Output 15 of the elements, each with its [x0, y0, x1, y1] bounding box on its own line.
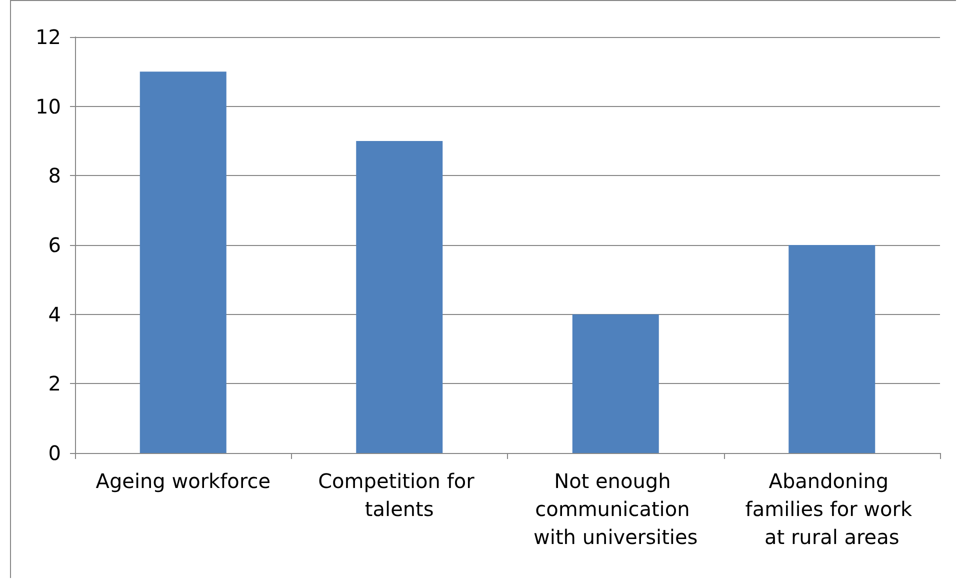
y-tick-label: 2	[48, 372, 61, 396]
y-tick-label: 6	[48, 233, 61, 257]
y-tick-label: 4	[48, 302, 61, 326]
bar	[356, 141, 443, 453]
y-tick-label: 10	[36, 94, 61, 118]
x-tick-label: Abandoning families for work at rural areas	[745, 469, 918, 549]
x-tick-label: Ageing workforce	[96, 469, 270, 493]
y-tick-label: 8	[48, 164, 61, 188]
x-tick-label: Competition for talents	[318, 469, 481, 521]
bar	[572, 314, 659, 453]
x-tick-label: Not enough communication with universities	[534, 469, 698, 549]
y-tick-label: 0	[48, 441, 61, 465]
bar	[140, 72, 226, 453]
y-tick-label: 12	[36, 25, 61, 49]
bar	[788, 245, 876, 453]
